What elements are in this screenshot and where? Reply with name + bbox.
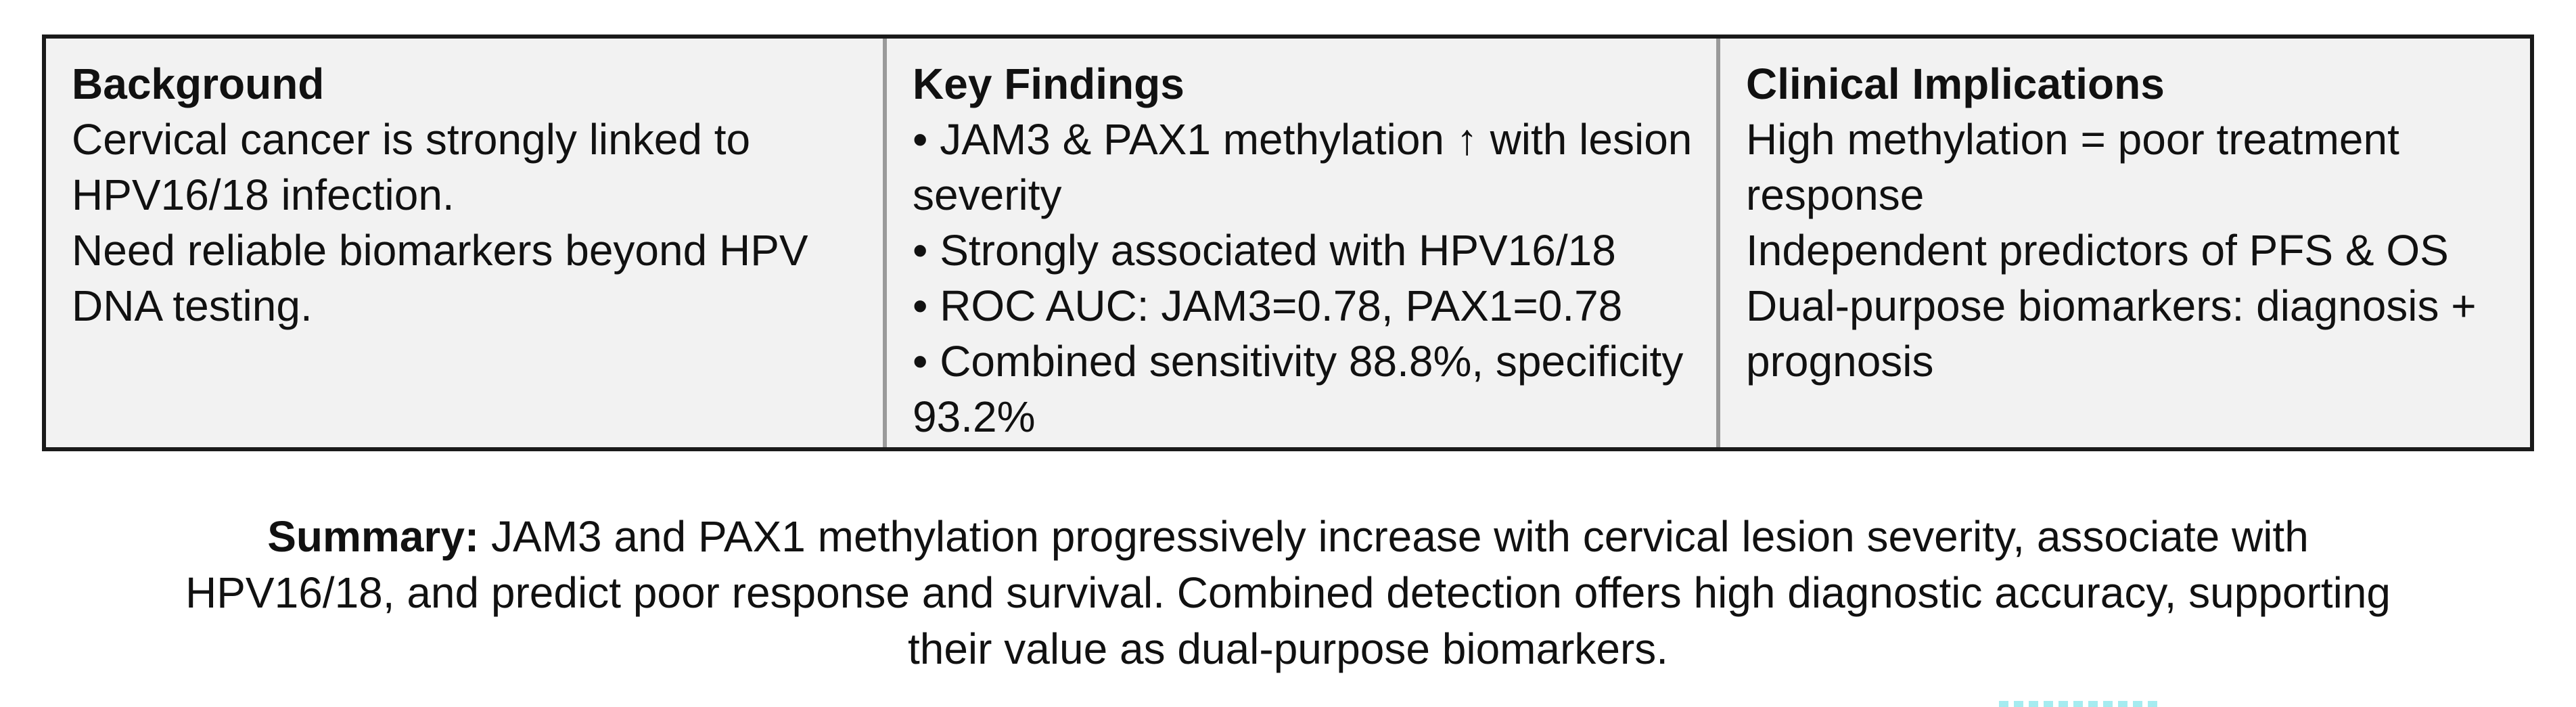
summary-label: Summary: bbox=[267, 512, 480, 561]
key-finding-item: • JAM3 & PAX1 methylation ↑ with lesion … bbox=[913, 115, 1693, 219]
background-line: Cervical cancer is strongly linked to HP… bbox=[72, 115, 751, 219]
clinical-implication-item: Dual-purpose biomarkers: diagnosis + pro… bbox=[1746, 281, 2477, 386]
key-finding-item: • Combined sensitivity 88.8%, specificit… bbox=[913, 337, 1684, 441]
clinical-implications-panel: Clinical Implications High methylation =… bbox=[1716, 39, 2530, 447]
background-heading: Background bbox=[72, 60, 325, 108]
background-panel: Background Cervical cancer is strongly l… bbox=[46, 39, 883, 447]
background-line: Need reliable biomarkers beyond HPV DNA … bbox=[72, 226, 808, 330]
three-column-panel-table: Background Cervical cancer is strongly l… bbox=[42, 35, 2534, 451]
clinical-implication-item: Independent predictors of PFS & OS bbox=[1746, 226, 2449, 275]
key-findings-heading: Key Findings bbox=[913, 60, 1184, 108]
clinical-implication-item: High methylation = poor treatment respon… bbox=[1746, 115, 2399, 219]
clinical-implications-heading: Clinical Implications bbox=[1746, 60, 2165, 108]
decorative-footer-mark bbox=[1999, 701, 2161, 707]
summary-paragraph: Summary: JAM3 and PAX1 methylation progr… bbox=[176, 509, 2400, 677]
key-finding-item: • Strongly associated with HPV16/18 bbox=[913, 226, 1616, 275]
key-finding-item: • ROC AUC: JAM3=0.78, PAX1=0.78 bbox=[913, 281, 1623, 330]
key-findings-panel: Key Findings • JAM3 & PAX1 methylation ↑… bbox=[883, 39, 1716, 447]
summary-text: JAM3 and PAX1 methylation progressively … bbox=[185, 512, 2391, 673]
